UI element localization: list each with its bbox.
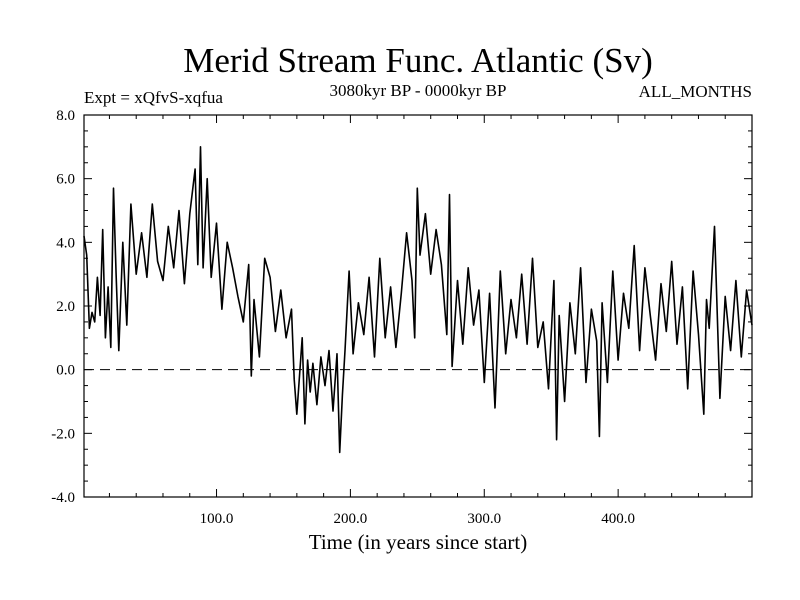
y-tick-label: -4.0 <box>51 490 75 506</box>
y-tick-label: 2.0 <box>56 299 75 315</box>
plot-frame <box>83 114 753 498</box>
axis-tick-labels: 100.0 200.0 300.0 400.0 -4.0 -2.0 0.0 2.0 4.0 6.0… <box>51 108 635 527</box>
x-tick-label: 200.0 <box>334 511 368 527</box>
x-tick-label: 300.0 <box>467 511 501 527</box>
time-range-label: 3080kyr BP - 0000kyr BP <box>330 81 507 100</box>
x-tick-label: 400.0 <box>601 511 635 527</box>
y-tick-label: -2.0 <box>51 426 75 442</box>
experiment-label: Expt = xQfvS-xqfua <box>84 88 223 107</box>
x-tick-label: 100.0 <box>200 511 234 527</box>
axis-ticks <box>84 114 752 498</box>
y-tick-label: 8.0 <box>56 108 75 124</box>
months-label: ALL_MONTHS <box>639 82 752 101</box>
y-tick-label: 6.0 <box>56 172 75 188</box>
chart-title: Merid Stream Func. Atlantic (Sv) <box>183 41 653 80</box>
plot-area <box>83 114 753 498</box>
x-axis-label: Time (in years since start) <box>309 530 528 554</box>
series-line-0 <box>83 146 753 454</box>
y-tick-label: 4.0 <box>56 235 75 251</box>
y-tick-label: 0.0 <box>56 363 75 379</box>
